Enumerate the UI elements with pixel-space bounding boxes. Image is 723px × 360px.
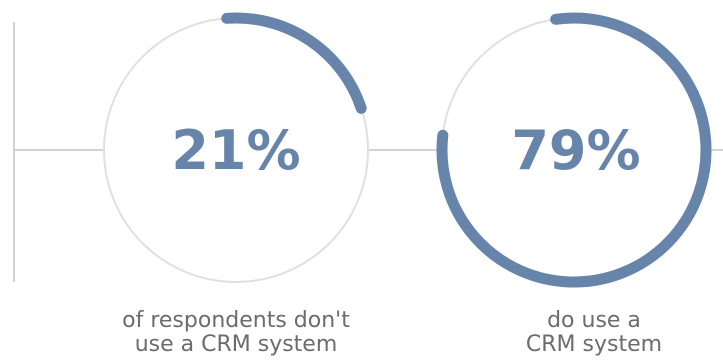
- donut-2-caption: do use a CRM system: [444, 309, 723, 357]
- donut-1-caption-line-2: use a CRM system: [134, 332, 338, 357]
- donut-1-caption: of respondents don't use a CRM system: [86, 309, 386, 357]
- donut-2-percent-label: 79%: [511, 119, 640, 182]
- donut-1-arc: [221, 12, 367, 114]
- donut-2-caption-line-2: CRM system: [525, 332, 663, 357]
- donut-2-arc: [436, 12, 712, 288]
- donut-1-percent-label: 21%: [171, 119, 300, 182]
- donut-1-caption-line-1: of respondents don't: [122, 308, 350, 333]
- donut-chart-2: 79%: [436, 12, 712, 288]
- donut-chart-1: 21%: [103, 12, 369, 283]
- donut-2-caption-line-1: do use a: [547, 308, 641, 333]
